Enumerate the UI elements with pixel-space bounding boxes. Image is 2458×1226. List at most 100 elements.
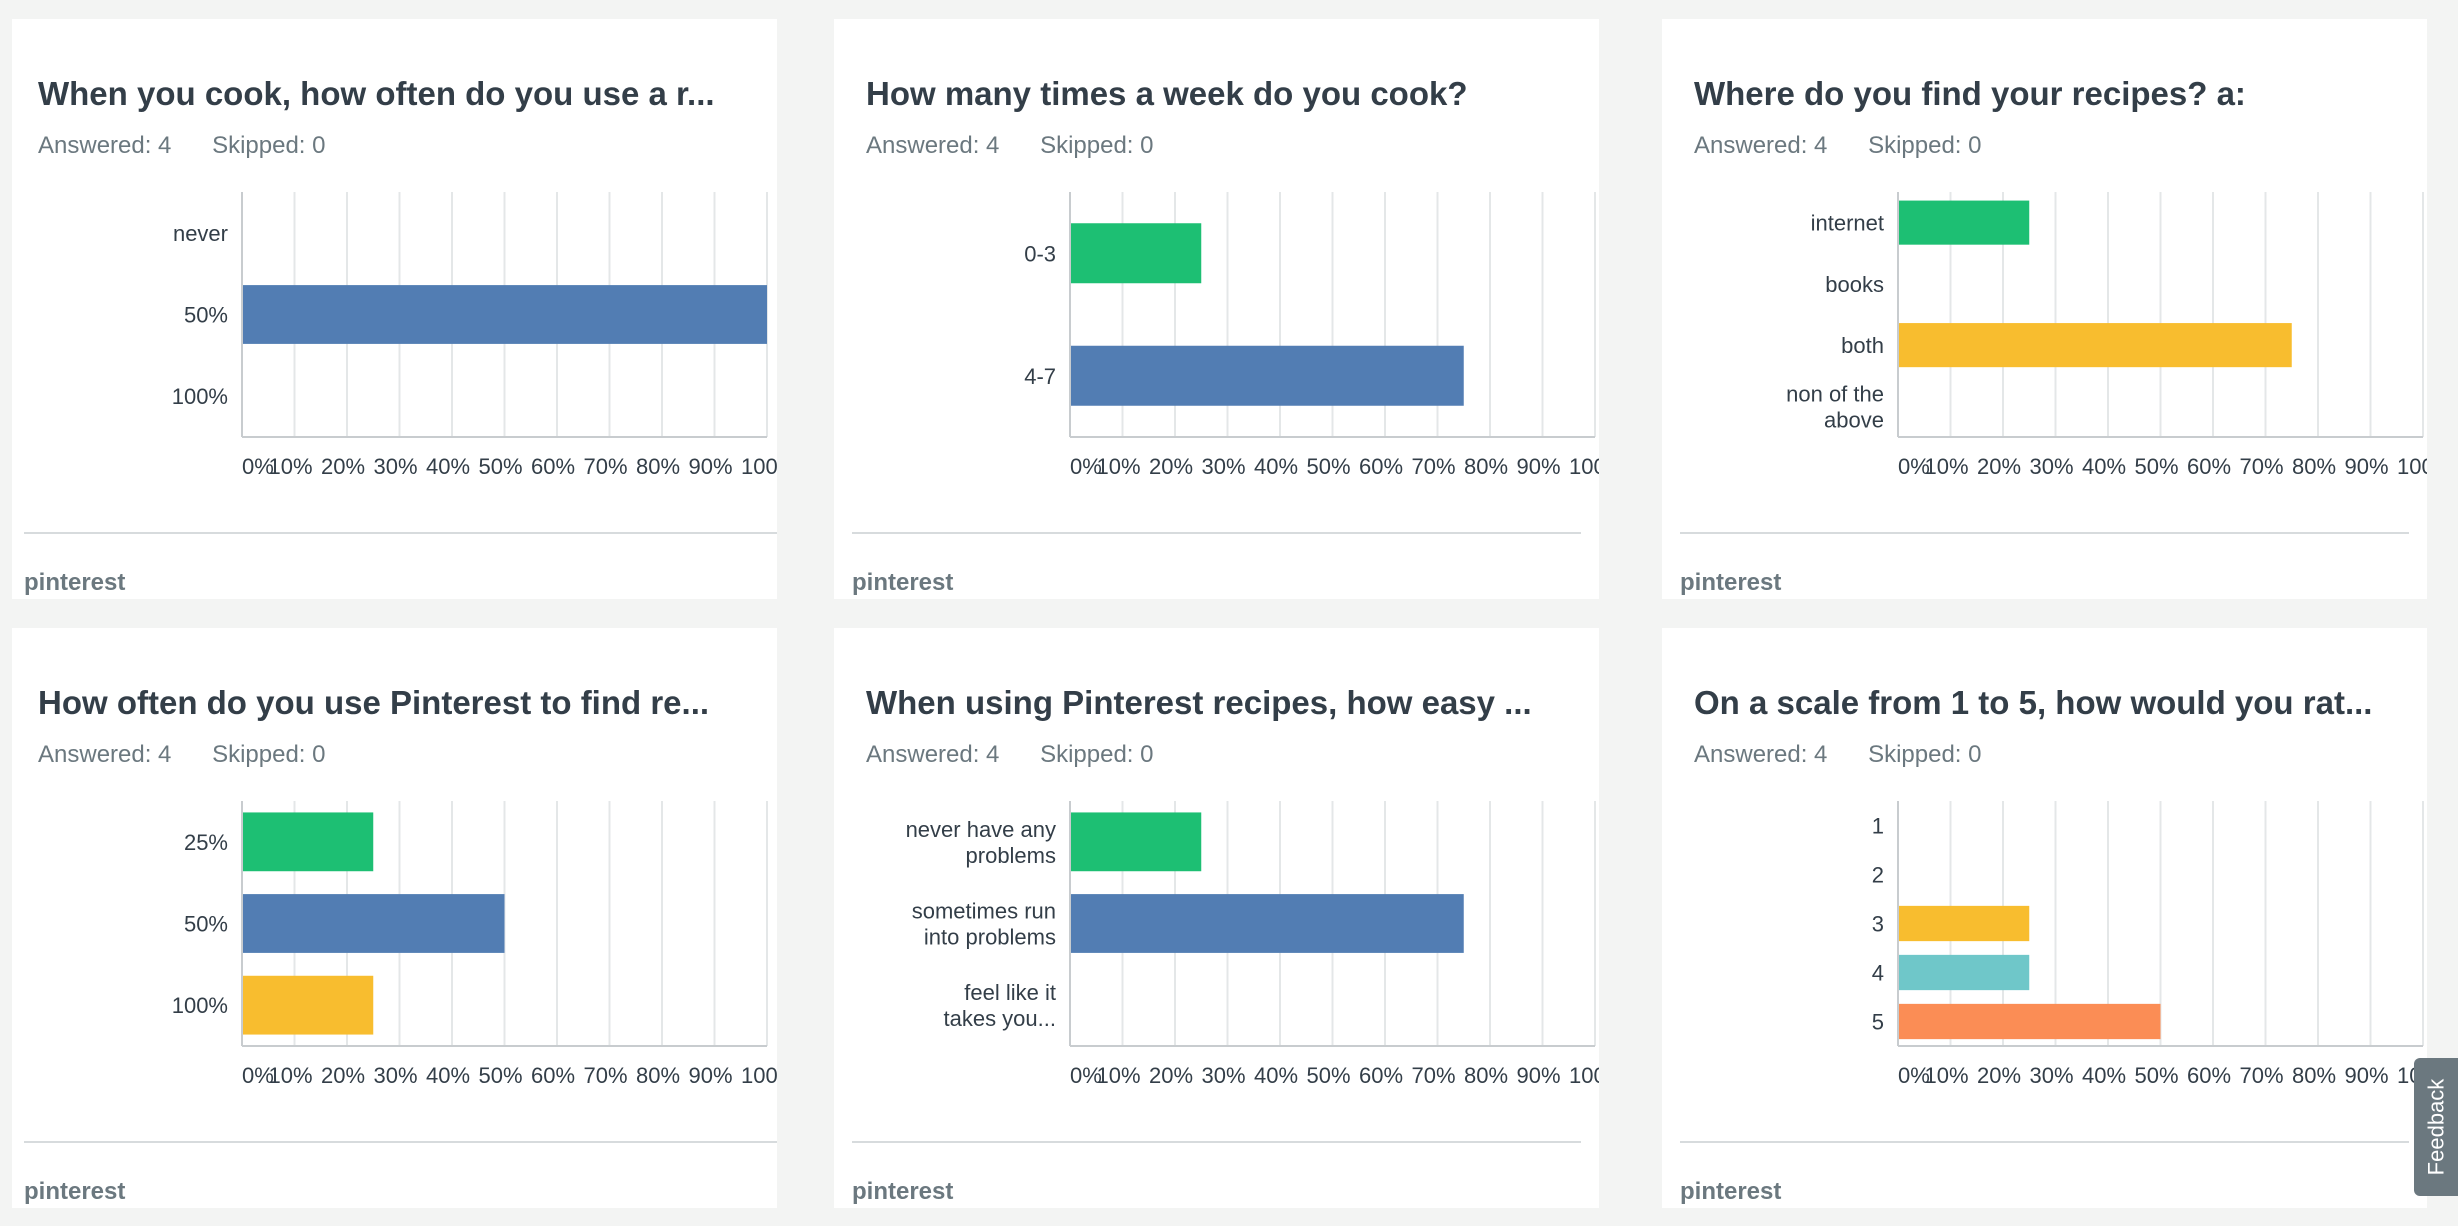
answered-count: Answered: 4 bbox=[1694, 741, 1828, 768]
x-tick-label: 70% bbox=[1412, 1063, 1456, 1088]
bar[interactable] bbox=[1899, 1003, 2161, 1040]
skipped-count: Skipped: 0 bbox=[1868, 132, 1982, 159]
bar[interactable] bbox=[1071, 894, 1464, 953]
x-tick-label: 10% bbox=[1925, 1063, 1969, 1088]
bar-chart: 0%10% 20% 30% 40% 50% 60% 70% 80% 90% 100% 0-3 4-7 bbox=[1024, 192, 1599, 479]
x-tick-label: 70% bbox=[2240, 454, 2284, 479]
bar[interactable] bbox=[1899, 200, 2030, 245]
footer-divider bbox=[24, 532, 777, 534]
card-footer-label: pinterest bbox=[1680, 569, 1782, 596]
bar[interactable] bbox=[243, 285, 767, 344]
bar[interactable] bbox=[1899, 905, 2030, 942]
skipped-count: Skipped: 0 bbox=[1040, 741, 1154, 768]
x-tick-label: 30% bbox=[2030, 454, 2074, 479]
response-stats: Answered: 4 Skipped: 0 bbox=[38, 132, 360, 160]
feedback-button[interactable]: Feedback bbox=[2414, 1058, 2458, 1196]
category-label: problems bbox=[966, 843, 1056, 868]
bar[interactable] bbox=[243, 894, 505, 953]
category-label: 50% bbox=[184, 912, 228, 937]
x-tick-label: 10% bbox=[1925, 454, 1969, 479]
bar-chart: 0%10% 20% 30% 40% 50% 60% 70% 80% 90% 100% never 50… bbox=[172, 192, 777, 479]
category-label: sometimes run bbox=[912, 899, 1056, 924]
x-tick-label: 60% bbox=[1359, 1063, 1403, 1088]
chart-card: Where do you find your recipes? a: Answe… bbox=[1662, 19, 2427, 599]
x-tick-label: 0% bbox=[242, 1063, 274, 1088]
chart-card: When using Pinterest recipes, how easy .… bbox=[834, 628, 1599, 1208]
bar[interactable] bbox=[1071, 812, 1202, 872]
category-label: never bbox=[173, 221, 228, 246]
response-stats: Answered: 4 Skipped: 0 bbox=[1694, 741, 2016, 769]
x-tick-label: 0% bbox=[1070, 1063, 1102, 1088]
category-label: books bbox=[1825, 272, 1884, 297]
category-label: non of the bbox=[1786, 381, 1884, 406]
chart-card: How many times a week do you cook? Answe… bbox=[834, 19, 1599, 599]
category-label: 4 bbox=[1872, 961, 1884, 986]
chart-title: How many times a week do you cook? bbox=[866, 75, 1468, 112]
chart-card: When you cook, how often do you use a r.… bbox=[12, 19, 777, 599]
answered-count: Answered: 4 bbox=[866, 741, 1000, 768]
chart-title: How often do you use Pinterest to find r… bbox=[38, 684, 710, 721]
category-label: 50% bbox=[184, 303, 228, 328]
footer-divider bbox=[1680, 1141, 2409, 1143]
bar[interactable] bbox=[1071, 345, 1464, 406]
x-tick-label: 10% bbox=[269, 1063, 313, 1088]
category-label: into problems bbox=[924, 925, 1056, 950]
skipped-count: Skipped: 0 bbox=[212, 741, 326, 768]
x-tick-label: 20% bbox=[1149, 454, 1193, 479]
category-label: 2 bbox=[1872, 863, 1884, 888]
bar[interactable] bbox=[243, 812, 374, 872]
x-tick-label: 40% bbox=[426, 1063, 470, 1088]
category-label: 3 bbox=[1872, 912, 1884, 937]
x-tick-label: 80% bbox=[2292, 1063, 2336, 1088]
x-tick-label: 20% bbox=[1977, 1063, 2021, 1088]
answered-count: Answered: 4 bbox=[1694, 132, 1828, 159]
x-tick-label: 10% bbox=[1097, 454, 1141, 479]
x-tick-label: 40% bbox=[1254, 1063, 1298, 1088]
bar-chart: 0%10% 20% 30% 40% 50% 60% 70% 80% 90% 100% never h… bbox=[906, 801, 1599, 1088]
card-footer-label: pinterest bbox=[852, 1178, 954, 1205]
footer-divider bbox=[852, 532, 1581, 534]
x-tick-label: 100% bbox=[741, 454, 777, 479]
footer-divider bbox=[1680, 532, 2409, 534]
x-tick-label: 20% bbox=[1149, 1063, 1193, 1088]
x-tick-label: 80% bbox=[636, 454, 680, 479]
category-label: takes you... bbox=[943, 1006, 1056, 1031]
chart-card: How often do you use Pinterest to find r… bbox=[12, 628, 777, 1208]
category-label: 0-3 bbox=[1024, 241, 1056, 266]
category-label: never have any bbox=[906, 817, 1056, 842]
x-tick-label: 40% bbox=[2082, 1063, 2126, 1088]
x-tick-label: 70% bbox=[584, 1063, 628, 1088]
x-tick-label: 30% bbox=[374, 454, 418, 479]
category-label: both bbox=[1841, 333, 1884, 358]
category-label: 5 bbox=[1872, 1010, 1884, 1035]
x-tick-label: 70% bbox=[584, 454, 628, 479]
x-tick-label: 0% bbox=[1898, 1063, 1930, 1088]
bar[interactable] bbox=[243, 975, 374, 1035]
category-label: 1 bbox=[1872, 814, 1884, 839]
x-tick-label: 80% bbox=[636, 1063, 680, 1088]
skipped-count: Skipped: 0 bbox=[212, 132, 326, 159]
bar[interactable] bbox=[1071, 223, 1202, 284]
x-tick-label: 90% bbox=[2345, 454, 2389, 479]
x-tick-label: 90% bbox=[689, 454, 733, 479]
card-footer-label: pinterest bbox=[24, 1178, 126, 1205]
skipped-count: Skipped: 0 bbox=[1868, 741, 1982, 768]
bar[interactable] bbox=[1899, 954, 2030, 991]
x-tick-label: 0% bbox=[1898, 454, 1930, 479]
x-tick-label: 90% bbox=[1517, 454, 1561, 479]
category-label: 25% bbox=[184, 830, 228, 855]
x-tick-label: 20% bbox=[1977, 454, 2021, 479]
x-tick-label: 20% bbox=[321, 1063, 365, 1088]
chart-title: When using Pinterest recipes, how easy .… bbox=[866, 684, 1532, 721]
x-tick-label: 0% bbox=[1070, 454, 1102, 479]
x-tick-label: 50% bbox=[1307, 454, 1351, 479]
response-stats: Answered: 4 Skipped: 0 bbox=[1694, 132, 2016, 160]
x-tick-label: 80% bbox=[2292, 454, 2336, 479]
x-tick-label: 90% bbox=[689, 1063, 733, 1088]
x-tick-label: 20% bbox=[321, 454, 365, 479]
bar[interactable] bbox=[1899, 323, 2292, 368]
x-tick-label: 30% bbox=[1202, 1063, 1246, 1088]
x-tick-label: 100% bbox=[741, 1063, 777, 1088]
x-tick-label: 30% bbox=[1202, 454, 1246, 479]
